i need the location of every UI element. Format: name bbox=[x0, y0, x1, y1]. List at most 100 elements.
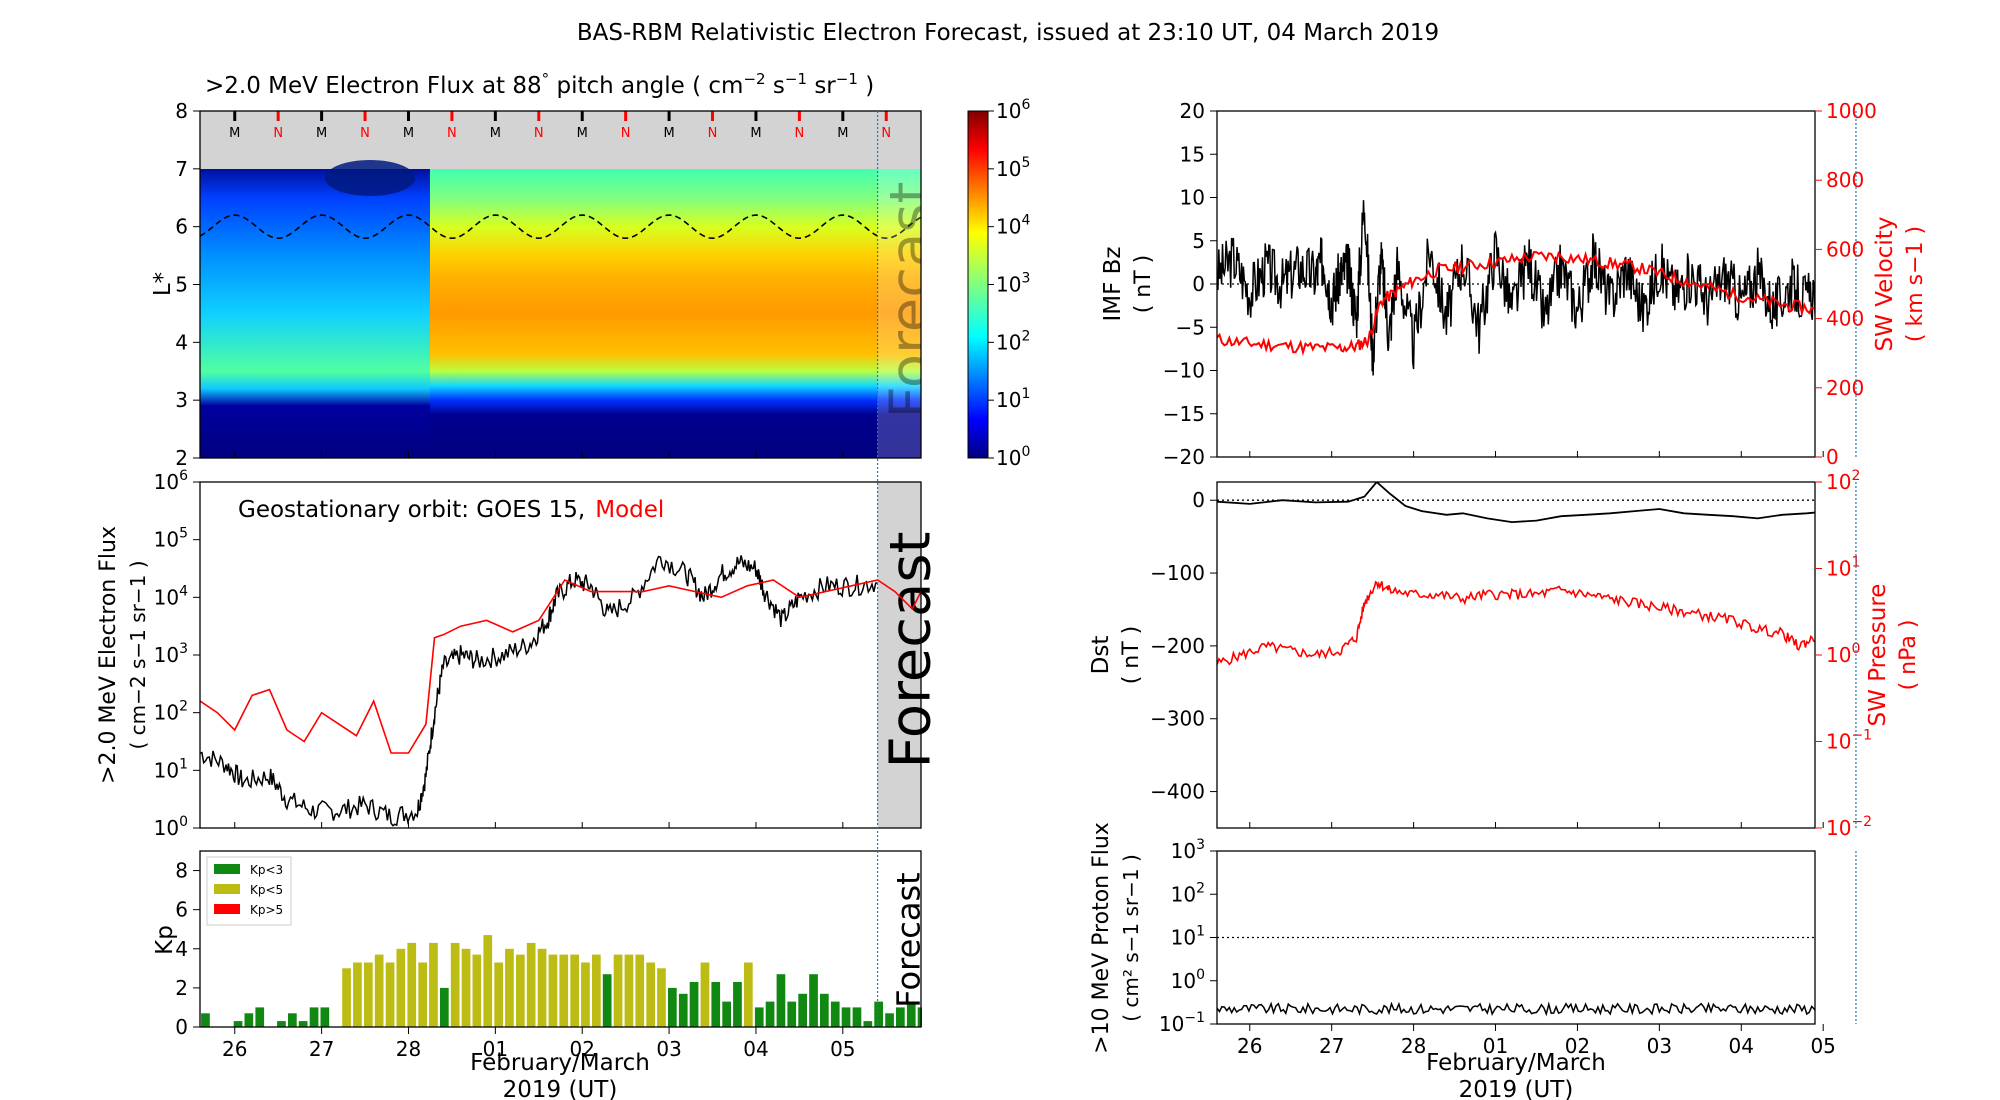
y-tick-label: 2 bbox=[175, 976, 188, 1000]
heatmap-y-label: L* bbox=[150, 272, 176, 296]
y-tick-label-right-exponent: −1 bbox=[1851, 728, 1872, 744]
colorbar bbox=[968, 111, 988, 458]
kp-bar bbox=[386, 963, 395, 1028]
kp-y-label: Kp bbox=[152, 925, 178, 955]
colorbar-tick-label: 104 bbox=[996, 213, 1030, 239]
y-tick-label-right: 0 bbox=[1826, 445, 1839, 469]
y-tick-label: 101 bbox=[154, 756, 188, 782]
right-x-label-line1: February/March bbox=[1426, 1050, 1606, 1076]
proton-y-label-line2: ( cm² s−1 sr−1 ) bbox=[1119, 854, 1143, 1022]
y-tick-label-right: 800 bbox=[1826, 168, 1864, 192]
kp-bar bbox=[603, 974, 612, 1027]
y-tick-label-right: 10−1 bbox=[1826, 728, 1872, 754]
proton-y-label-line1: >10 MeV Proton Flux bbox=[1089, 822, 1114, 1054]
colorbar-tick-label-base: 10 bbox=[996, 215, 1021, 239]
dst-y-ticks: 0−100−200−300−400 bbox=[1150, 488, 1217, 803]
psw-y-label-line1: SW Pressure bbox=[1865, 584, 1891, 727]
kp-bar bbox=[744, 963, 753, 1028]
kp-bar bbox=[701, 963, 710, 1028]
colorbar-tick-label: 102 bbox=[996, 328, 1030, 354]
y-tick-label-exponent: 5 bbox=[179, 526, 188, 542]
kp-legend: Kp<3 Kp<5 Kp>5 bbox=[207, 857, 291, 925]
y-tick-label-right: 600 bbox=[1826, 237, 1864, 261]
kp-bar bbox=[570, 955, 579, 1027]
kp-bar bbox=[407, 943, 416, 1027]
colorbar-tick-label-base: 10 bbox=[996, 330, 1021, 354]
y-tick-label-right: 101 bbox=[1826, 555, 1860, 581]
y-tick-label-base: 10 bbox=[1171, 882, 1196, 906]
kp-bar bbox=[473, 955, 482, 1027]
marker-label: M bbox=[403, 126, 414, 141]
heatmap-depletion-patch bbox=[325, 160, 415, 196]
y-tick-label: 2 bbox=[175, 446, 188, 470]
y-tick-label: 4 bbox=[175, 330, 188, 354]
marker-label: N bbox=[447, 126, 457, 141]
kp-bar bbox=[483, 935, 492, 1027]
y-tick-label: 0 bbox=[1192, 272, 1205, 296]
heatmap-transition-region bbox=[430, 169, 470, 458]
goes-15-series bbox=[200, 555, 878, 825]
imf-panel: −20−15−10−505101520 02004006008001000 IM… bbox=[1100, 99, 1928, 469]
y-tick-label-exponent: 3 bbox=[1196, 837, 1205, 853]
colorbar-tick-label-base: 10 bbox=[996, 99, 1021, 123]
x-tick-label: 27 bbox=[309, 1037, 334, 1061]
imf-y-label-line2: ( nT ) bbox=[1131, 255, 1156, 314]
marker-label: M bbox=[837, 126, 848, 141]
kp-bar bbox=[766, 1002, 775, 1027]
kp-bar bbox=[896, 1007, 905, 1027]
y-tick-label: 5 bbox=[1192, 229, 1205, 253]
y-tick-label: 106 bbox=[154, 468, 188, 494]
x-tick-label: 28 bbox=[1401, 1034, 1426, 1058]
y-tick-label-right-base: 10 bbox=[1826, 470, 1851, 494]
kp-bar bbox=[375, 955, 384, 1027]
kp-panel: Forecast 02468 Kp Kp<3 Kp<5 Kp>5 bbox=[152, 851, 928, 1039]
y-tick-label-base: 10 bbox=[1171, 926, 1196, 950]
psw-y-label-line2: ( nPa ) bbox=[1896, 620, 1921, 691]
kp-bar bbox=[690, 982, 699, 1027]
kp-bar bbox=[581, 963, 590, 1028]
kp-bar bbox=[516, 955, 525, 1027]
kp-bar bbox=[505, 949, 514, 1027]
kp-bar bbox=[777, 974, 786, 1027]
imf-y-ticks: −20−15−10−505101520 bbox=[1163, 99, 1217, 469]
vsw-y-ticks: 02004006008001000 bbox=[1815, 99, 1877, 469]
marker-label: N bbox=[708, 126, 718, 141]
marker-label: N bbox=[360, 126, 370, 141]
colorbar-tick-label-exponent: 4 bbox=[1021, 213, 1030, 229]
kp-bar bbox=[885, 1013, 894, 1027]
y-tick-label: 5 bbox=[175, 273, 188, 297]
kp-legend-swatch-lt3 bbox=[214, 864, 240, 874]
figure-title: BAS-RBM Relativistic Electron Forecast, … bbox=[577, 20, 1439, 46]
y-tick-label-base: 10 bbox=[154, 585, 179, 609]
y-tick-label-right-base: 10 bbox=[1826, 643, 1851, 667]
right-x-label-line2: 2019 (UT) bbox=[1459, 1077, 1574, 1100]
y-tick-label-exponent: 2 bbox=[179, 699, 188, 715]
colorbar-tick-label-base: 10 bbox=[996, 388, 1021, 412]
kp-bar bbox=[657, 968, 666, 1027]
colorbar-tick-label-exponent: 5 bbox=[1021, 155, 1030, 171]
y-tick-label: 101 bbox=[1171, 924, 1205, 950]
kp-bar bbox=[397, 949, 406, 1027]
y-tick-label: 100 bbox=[154, 814, 188, 840]
kp-bar bbox=[711, 982, 720, 1027]
y-tick-label: −15 bbox=[1163, 402, 1205, 426]
proton-frame bbox=[1217, 851, 1815, 1024]
kp-bar bbox=[255, 1007, 264, 1027]
y-tick-label: 102 bbox=[1171, 880, 1205, 906]
y-tick-label-base: 10 bbox=[1171, 839, 1196, 863]
geo-y-label-line1: >2.0 MeV Electron Flux bbox=[96, 526, 121, 784]
x-tick-label: 04 bbox=[1729, 1034, 1754, 1058]
y-tick-label-base: 10 bbox=[154, 758, 179, 782]
y-tick-label: −100 bbox=[1150, 561, 1205, 585]
kp-bar bbox=[310, 1007, 319, 1027]
kp-bar bbox=[549, 955, 558, 1027]
colorbar-tick-label: 100 bbox=[996, 444, 1030, 470]
kp-bars bbox=[201, 935, 922, 1027]
x-tick-label: 26 bbox=[1237, 1034, 1262, 1058]
y-tick-label-exponent: 2 bbox=[1196, 880, 1205, 896]
kp-bar bbox=[864, 1021, 873, 1027]
y-tick-label-base: 10 bbox=[154, 470, 179, 494]
model-series bbox=[200, 580, 921, 753]
kp-bar bbox=[527, 943, 536, 1027]
